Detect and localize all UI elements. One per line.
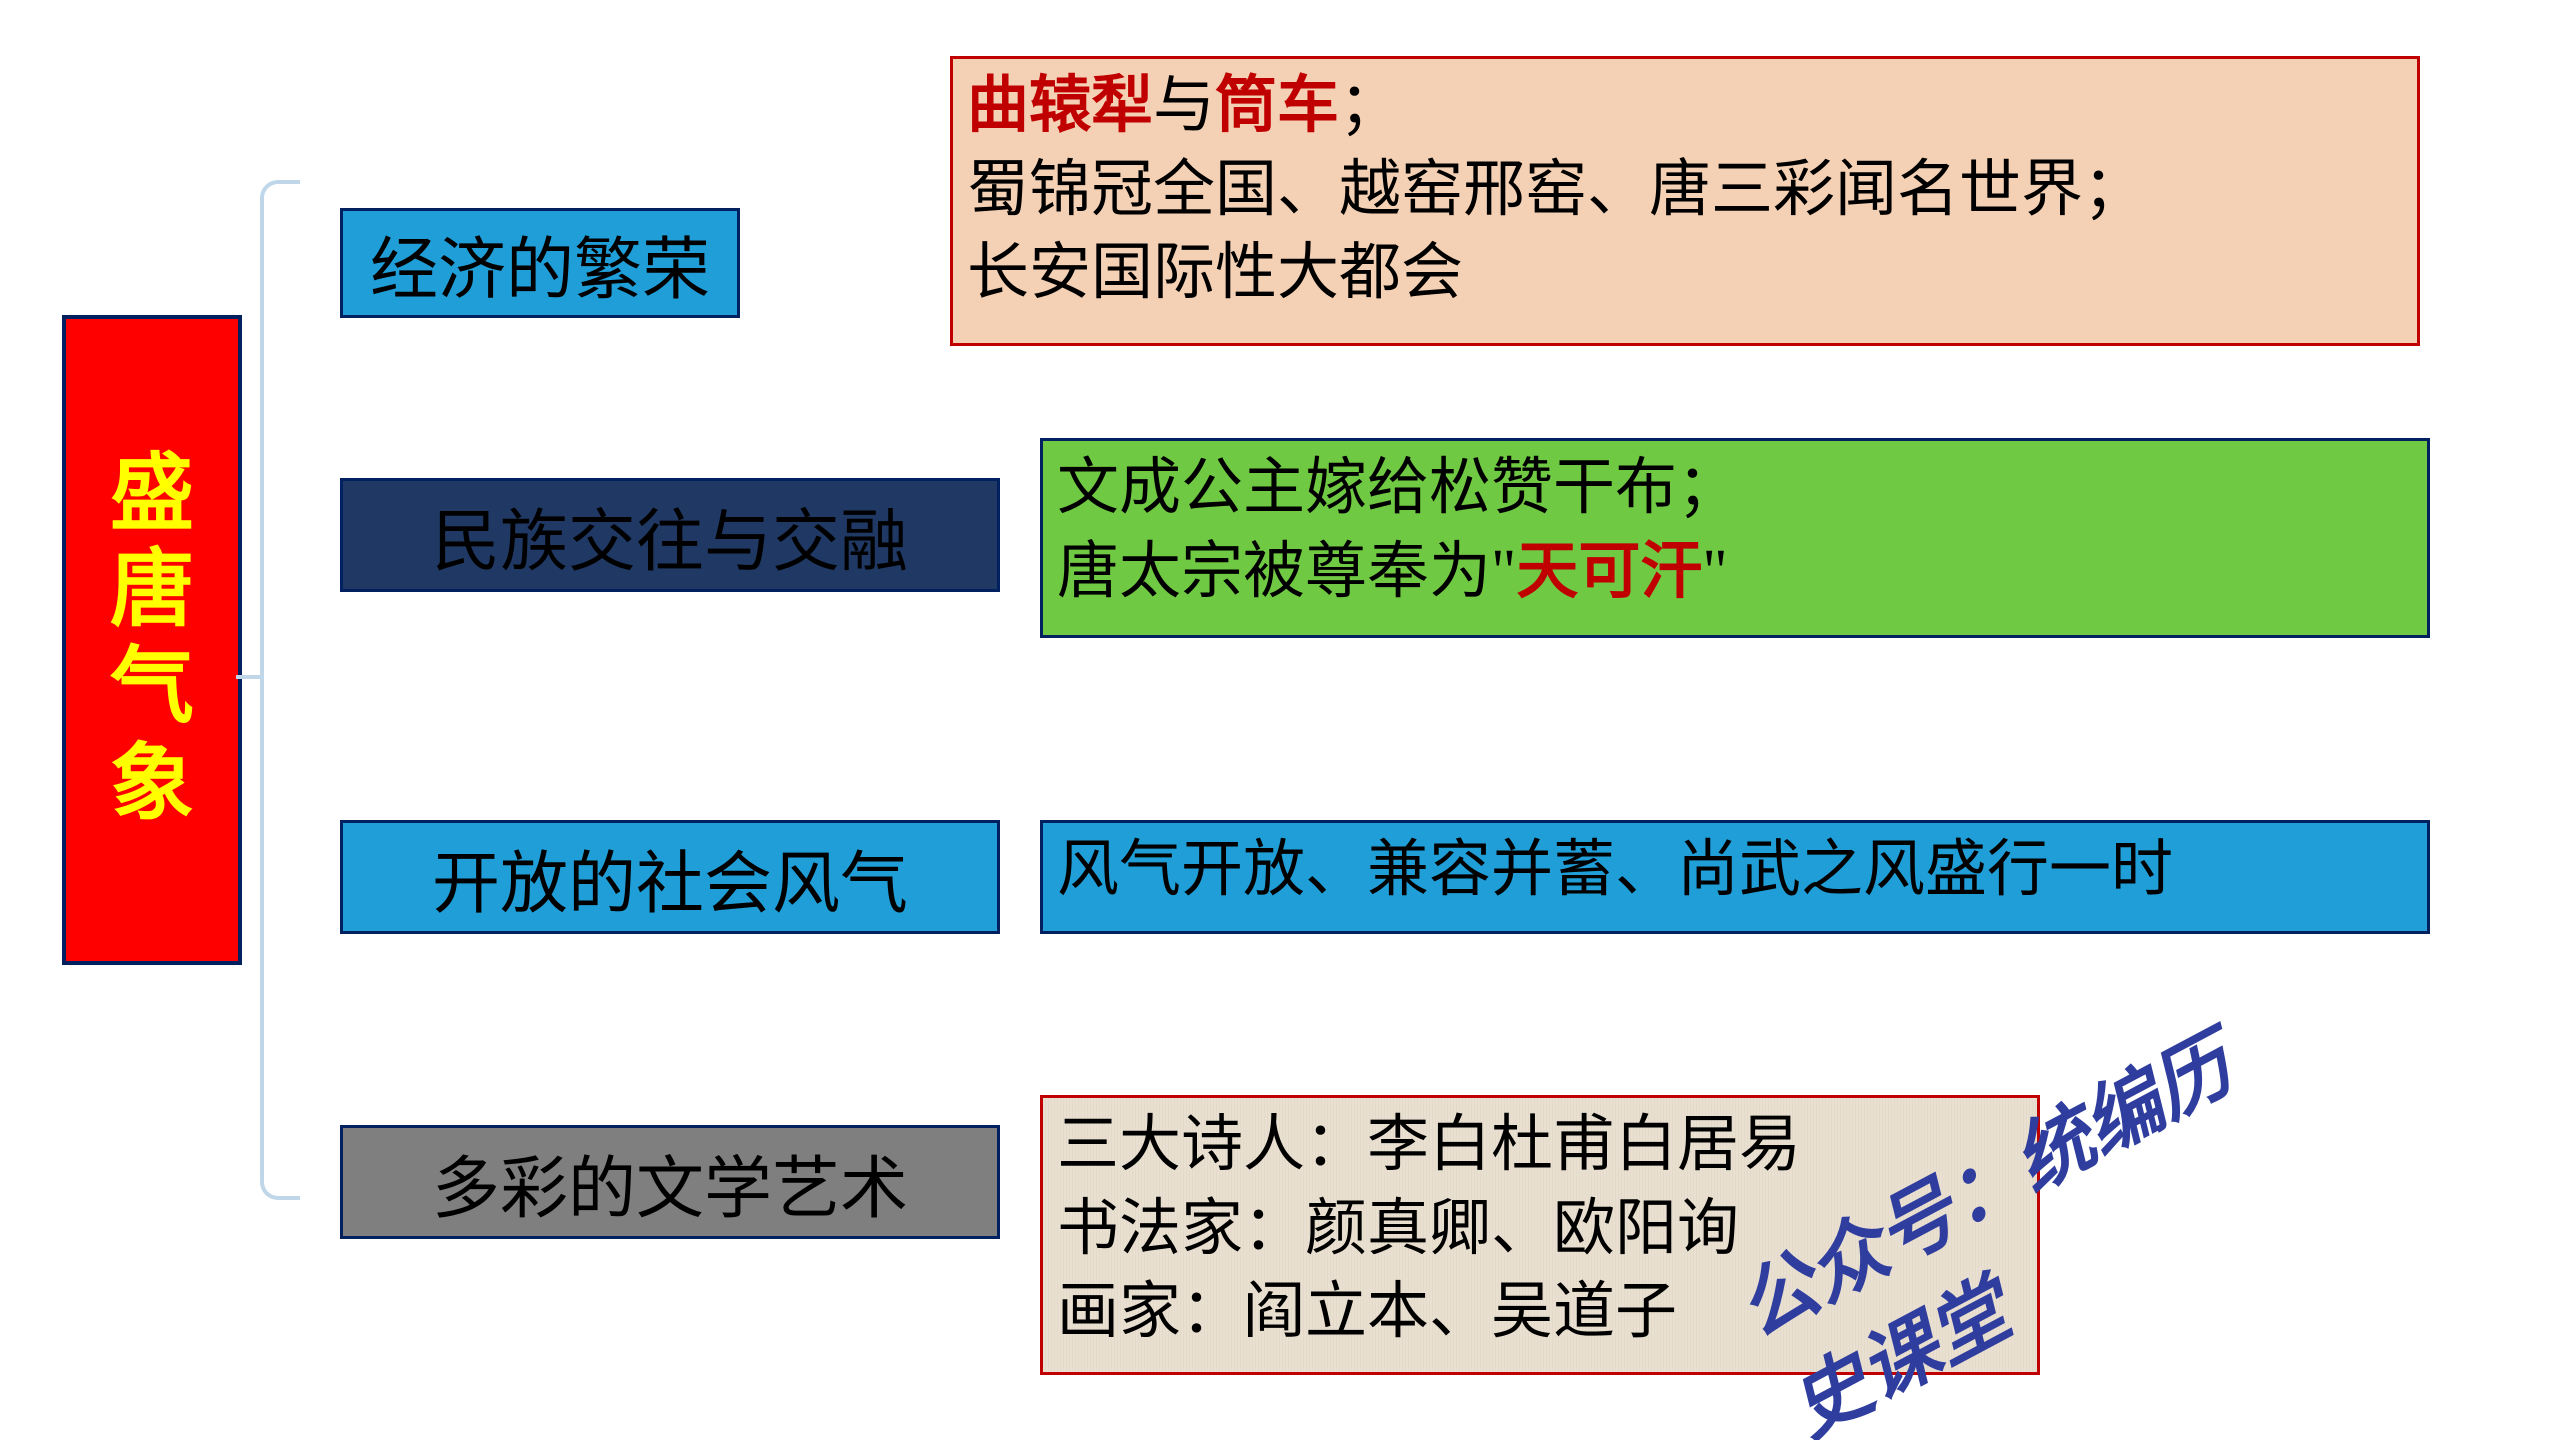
- detail-line: 文成公主嫁给松赞干布；: [1057, 447, 2413, 531]
- bracket: [260, 180, 300, 1200]
- detail-segment: 画家：阎立本、吴道子: [1057, 1278, 1677, 1346]
- detail-segment: 天可汗: [1516, 538, 1702, 606]
- detail-segment: ；: [1339, 72, 1401, 140]
- branch-label: 开放的社会风气: [432, 828, 908, 927]
- root-title-char: 唐: [110, 543, 194, 640]
- detail-line: 唐太宗被尊奉为"天可汗": [1057, 531, 2413, 615]
- root-title-char: 气: [110, 640, 194, 737]
- branch-open: 开放的社会风气: [340, 820, 1000, 934]
- detail-line: 长安国际性大都会: [967, 232, 2403, 316]
- detail-line: 曲辕犁与筒车；: [967, 65, 2403, 149]
- detail-segment: 文成公主嫁给松赞干布；: [1057, 454, 1739, 522]
- ethnic-detail: 文成公主嫁给松赞干布； 唐太宗被尊奉为"天可汗": [1040, 438, 2430, 638]
- root-title-char: 象: [110, 737, 194, 834]
- root-title-char: 盛: [110, 447, 194, 544]
- detail-line: 风气开放、兼容并蓄、尚武之风盛行一时: [1057, 829, 2413, 913]
- root-title-box: 盛唐气象: [62, 315, 242, 965]
- branch-art: 多彩的文学艺术: [340, 1125, 1000, 1239]
- detail-segment: 与: [1153, 72, 1215, 140]
- detail-segment: 风气开放、兼容并蓄、尚武之风盛行一时: [1057, 836, 2173, 904]
- bracket-tick: [236, 675, 264, 679]
- economy-detail: 曲辕犁与筒车； 蜀锦冠全国、越窑邢窑、唐三彩闻名世界； 长安国际性大都会: [950, 56, 2420, 346]
- diagram-canvas: 盛唐气象 经济的繁荣民族交往与交融开放的社会风气多彩的文学艺术 曲辕犁与筒车； 蜀锦冠…: [0, 0, 2560, 1440]
- detail-segment: ": [1702, 538, 1727, 606]
- branch-economy: 经济的繁荣: [340, 208, 740, 318]
- branch-label: 经济的繁荣: [370, 214, 710, 313]
- detail-segment: 唐太宗被尊奉为": [1057, 538, 1516, 606]
- detail-segment: 长安国际性大都会: [967, 239, 1463, 307]
- branch-label: 多彩的文学艺术: [432, 1133, 908, 1232]
- branch-ethnic: 民族交往与交融: [340, 478, 1000, 592]
- detail-segment: 书法家：颜真卿、欧阳询: [1057, 1195, 1739, 1263]
- detail-segment: 曲辕犁: [967, 72, 1153, 140]
- branch-label: 民族交往与交融: [432, 486, 908, 585]
- detail-segment: 筒车: [1215, 72, 1339, 140]
- detail-segment: 三大诗人：李白杜甫白居易: [1057, 1111, 1801, 1179]
- detail-line: 蜀锦冠全国、越窑邢窑、唐三彩闻名世界；: [967, 149, 2403, 233]
- detail-segment: 蜀锦冠全国、越窑邢窑、唐三彩闻名世界；: [967, 156, 2145, 224]
- open-detail: 风气开放、兼容并蓄、尚武之风盛行一时: [1040, 820, 2430, 934]
